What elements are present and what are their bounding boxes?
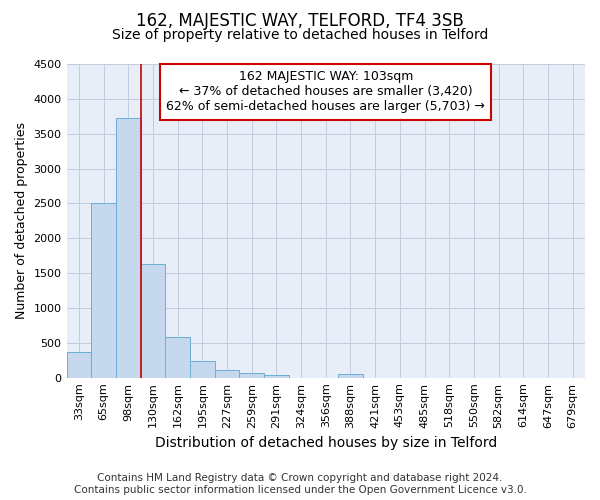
Bar — [264, 375, 289, 378]
Bar — [239, 374, 264, 378]
Text: Contains HM Land Registry data © Crown copyright and database right 2024.
Contai: Contains HM Land Registry data © Crown c… — [74, 474, 526, 495]
X-axis label: Distribution of detached houses by size in Telford: Distribution of detached houses by size … — [155, 436, 497, 450]
Bar — [140, 264, 165, 378]
Bar — [165, 336, 190, 378]
Text: Size of property relative to detached houses in Telford: Size of property relative to detached ho… — [112, 28, 488, 42]
Text: 162, MAJESTIC WAY, TELFORD, TF4 3SB: 162, MAJESTIC WAY, TELFORD, TF4 3SB — [136, 12, 464, 30]
Bar — [67, 352, 91, 378]
Bar — [116, 118, 140, 378]
Y-axis label: Number of detached properties: Number of detached properties — [15, 122, 28, 320]
Bar — [91, 204, 116, 378]
Bar — [338, 374, 363, 378]
Bar — [190, 362, 215, 378]
Text: 162 MAJESTIC WAY: 103sqm
← 37% of detached houses are smaller (3,420)
62% of sem: 162 MAJESTIC WAY: 103sqm ← 37% of detach… — [166, 70, 485, 114]
Bar — [215, 370, 239, 378]
